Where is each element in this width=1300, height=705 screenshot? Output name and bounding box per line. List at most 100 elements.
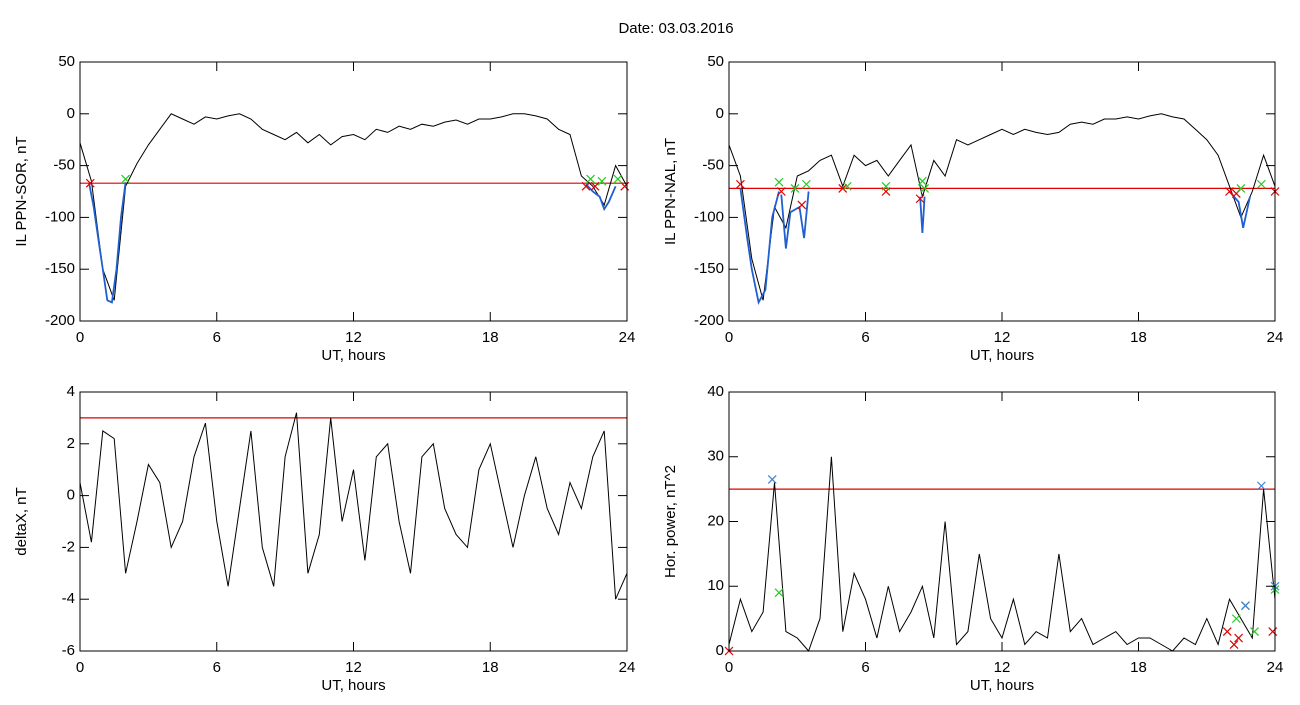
series-line bbox=[728, 456, 1276, 652]
cross-marker bbox=[790, 183, 800, 193]
y-tick-label: 10 bbox=[707, 577, 724, 594]
x-tick-label: 12 bbox=[345, 329, 362, 346]
cross-marker bbox=[1225, 187, 1234, 196]
cross-marker bbox=[1250, 627, 1259, 636]
x-tick-label: 0 bbox=[76, 329, 84, 346]
cross-marker bbox=[85, 178, 95, 188]
y-axis-label: deltaX, nT bbox=[13, 487, 30, 555]
cross-marker bbox=[917, 176, 927, 186]
series-line bbox=[728, 113, 1276, 301]
cross-stroke bbox=[590, 181, 600, 191]
x-tick-label: 0 bbox=[725, 659, 733, 676]
y-tick-label: -100 bbox=[45, 208, 75, 225]
cross-marker bbox=[590, 181, 600, 191]
x-axis-label: UT, hours bbox=[321, 347, 385, 364]
cross-stroke bbox=[790, 183, 800, 193]
y-tick-label: -4 bbox=[62, 590, 75, 607]
x-tick-label: 18 bbox=[482, 659, 499, 676]
cross-stroke bbox=[1231, 614, 1241, 624]
series-line bbox=[739, 188, 780, 305]
cross-stroke bbox=[915, 194, 925, 204]
x-axis-label: UT, hours bbox=[970, 677, 1034, 694]
cross-stroke bbox=[776, 187, 786, 196]
y-tick-label: -100 bbox=[694, 208, 724, 225]
axes-frame bbox=[79, 391, 628, 652]
series-line bbox=[919, 196, 926, 233]
cross-marker bbox=[1236, 183, 1246, 193]
y-tick-label: 2 bbox=[67, 435, 75, 452]
cross-marker bbox=[1268, 627, 1278, 636]
x-tick-label: 6 bbox=[213, 329, 221, 346]
y-tick-label: 4 bbox=[67, 383, 75, 400]
cross-stroke bbox=[797, 200, 807, 210]
cross-stroke bbox=[842, 181, 852, 191]
cross-stroke bbox=[920, 183, 930, 193]
y-tick-label: -6 bbox=[62, 642, 75, 659]
figure-title: Date: 03.03.2016 bbox=[618, 20, 733, 37]
y-tick-label: 0 bbox=[716, 105, 724, 122]
axes-frame bbox=[728, 61, 1276, 322]
x-tick-label: 18 bbox=[482, 329, 499, 346]
axes-frame bbox=[728, 391, 1276, 652]
y-tick-label: 20 bbox=[707, 512, 724, 529]
cross-stroke bbox=[597, 176, 607, 186]
cross-marker bbox=[613, 174, 623, 184]
cross-marker bbox=[1222, 627, 1232, 636]
y-tick-label: -50 bbox=[702, 157, 724, 174]
cross-stroke bbox=[121, 174, 131, 184]
series-line bbox=[88, 182, 127, 304]
cross-marker bbox=[1256, 481, 1266, 491]
cross-marker bbox=[838, 183, 848, 193]
x-tick-label: 12 bbox=[994, 329, 1011, 346]
x-axis-label: UT, hours bbox=[970, 347, 1034, 364]
cross-stroke bbox=[774, 588, 784, 598]
cross-marker bbox=[581, 181, 591, 191]
y-axis-label: IL PPN-SOR, nT bbox=[13, 136, 30, 246]
plot-area bbox=[728, 113, 1280, 305]
cross-stroke bbox=[1241, 601, 1250, 611]
cross-stroke bbox=[1256, 481, 1266, 491]
cross-stroke bbox=[581, 181, 591, 191]
y-tick-label: 50 bbox=[707, 53, 724, 70]
plot-area bbox=[79, 113, 630, 304]
cross-marker bbox=[735, 179, 745, 189]
cross-stroke bbox=[1250, 627, 1259, 636]
series-line bbox=[79, 412, 628, 600]
x-tick-label: 6 bbox=[861, 329, 869, 346]
cross-stroke bbox=[1236, 183, 1246, 193]
x-tick-label: 18 bbox=[1130, 329, 1147, 346]
cross-marker bbox=[774, 588, 784, 598]
x-tick-label: 18 bbox=[1130, 659, 1147, 676]
y-tick-label: 0 bbox=[67, 105, 75, 122]
y-tick-label: -200 bbox=[45, 312, 75, 329]
cross-marker bbox=[1241, 601, 1250, 611]
plot-area bbox=[724, 456, 1280, 656]
cross-marker bbox=[767, 474, 777, 484]
cross-stroke bbox=[801, 179, 811, 189]
cross-marker bbox=[1231, 614, 1241, 624]
cross-marker bbox=[797, 200, 807, 210]
cross-stroke bbox=[586, 174, 595, 184]
x-tick-label: 0 bbox=[725, 329, 733, 346]
plot-area bbox=[79, 412, 628, 600]
cross-marker bbox=[801, 179, 811, 189]
cross-marker bbox=[915, 194, 925, 204]
cross-marker bbox=[776, 187, 786, 196]
cross-marker bbox=[586, 174, 595, 184]
cross-marker bbox=[121, 174, 131, 184]
cross-marker bbox=[774, 177, 784, 187]
y-tick-label: -2 bbox=[62, 538, 75, 555]
series-line bbox=[780, 191, 810, 249]
x-tick-label: 24 bbox=[619, 659, 636, 676]
y-tick-label: 0 bbox=[67, 487, 75, 504]
x-tick-label: 12 bbox=[345, 659, 362, 676]
cross-marker bbox=[881, 181, 891, 191]
cross-marker bbox=[1256, 179, 1266, 189]
cross-stroke bbox=[1234, 633, 1244, 643]
series-line bbox=[1228, 190, 1251, 228]
cross-stroke bbox=[1256, 179, 1266, 189]
y-tick-label: -150 bbox=[45, 260, 75, 277]
cross-stroke bbox=[838, 183, 848, 193]
x-tick-label: 24 bbox=[1267, 659, 1284, 676]
